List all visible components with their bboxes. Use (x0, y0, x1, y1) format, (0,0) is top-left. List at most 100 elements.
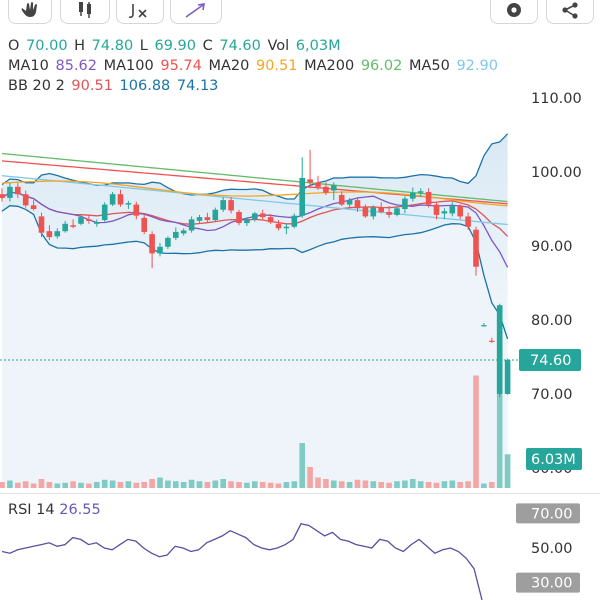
candle (378, 202, 384, 214)
candle-body (267, 217, 274, 223)
volume-bar (331, 480, 337, 488)
volume-bar (38, 479, 45, 488)
volume-bar (307, 467, 313, 488)
drawing-tools-icon (185, 3, 205, 18)
high-label: H (74, 38, 86, 54)
candle (86, 214, 92, 224)
candle-body (457, 206, 463, 217)
candle-body (402, 198, 408, 209)
volume-bar (228, 481, 234, 488)
volume-bar (149, 479, 155, 488)
volume-bar (457, 482, 463, 488)
candle (417, 188, 424, 198)
volume-bar (425, 482, 432, 488)
candle (70, 219, 76, 229)
candle-body (165, 237, 171, 247)
ohlc-legend: O 70.00 H 74.80 L 69.90 C 74.60 Vol 6,03… (8, 36, 343, 56)
volume-bar (54, 483, 61, 488)
candle (62, 220, 68, 233)
candle (244, 217, 250, 227)
bb-label: BB 20 2 (8, 78, 65, 94)
candle-body (386, 211, 392, 215)
candle (299, 157, 305, 218)
volume-bar (165, 480, 171, 488)
open-label: O (8, 38, 20, 54)
candle-body (125, 203, 132, 205)
volume-bar (496, 308, 503, 488)
candle-body (504, 359, 511, 394)
candle (259, 209, 266, 220)
candle-body (220, 200, 226, 210)
candle (441, 208, 448, 220)
candle (465, 212, 471, 230)
indicator-fx-button[interactable] (116, 0, 164, 24)
close-label: C (202, 38, 213, 54)
volume-bar (346, 482, 353, 488)
volume-bar (473, 375, 479, 488)
candle-body (299, 177, 305, 216)
volume-bar (70, 481, 76, 488)
candle-body (7, 186, 13, 198)
drawing-tools-button[interactable] (170, 0, 222, 24)
ma20-line (1, 180, 508, 207)
share-icon (562, 2, 578, 19)
candle (362, 204, 369, 218)
high-value: 74.80 (91, 38, 134, 54)
candle-type-icon (79, 2, 91, 18)
rsi-level-badge (516, 503, 580, 524)
candle-body (378, 207, 384, 212)
candle-body (141, 217, 147, 232)
candle-body (323, 186, 329, 193)
price-tick-label: 100.00 (531, 165, 582, 181)
settings-button[interactable] (490, 0, 538, 24)
candle (220, 197, 226, 212)
ma100-label: MA100 (103, 58, 154, 74)
candle-body (212, 209, 219, 221)
volume-bar (441, 481, 448, 488)
candle-body (117, 194, 124, 205)
volume-bar (275, 483, 282, 488)
candle-body (425, 191, 432, 205)
candle (338, 191, 345, 207)
candle-type-button[interactable] (60, 0, 110, 24)
candle (141, 214, 147, 235)
volume-bar (62, 482, 68, 488)
rsi-tick-label: 70.00 (531, 506, 573, 522)
volume-bar (212, 480, 219, 488)
rsi-chart[interactable]: 70.00 50.00 30.00 (0, 493, 600, 600)
volume-bar (180, 482, 187, 488)
volume-bar (291, 481, 298, 488)
draw-hand-button[interactable] (8, 0, 52, 24)
bb-upper-value: 106.88 (119, 78, 171, 94)
volume-bar (465, 481, 471, 488)
price-tick-label: 90.00 (531, 239, 573, 255)
candle (109, 191, 116, 207)
candle-body (204, 217, 211, 221)
volume-badge-label: 6.03M (531, 452, 576, 468)
volume-badge (526, 448, 582, 470)
candle-body (228, 200, 234, 211)
candle-body (46, 231, 53, 238)
candle (323, 182, 329, 195)
volume-bar (338, 481, 345, 488)
bb-middle-value: 90.51 (71, 78, 113, 94)
volume-bar (101, 479, 108, 488)
volume-bar (402, 480, 408, 488)
candle-body (78, 217, 84, 224)
volume-bar (7, 480, 13, 488)
volume-bar (362, 480, 369, 488)
volume-bar (489, 482, 495, 488)
rsi-value: 26.55 (59, 502, 101, 518)
ma20-value: 90.51 (255, 58, 298, 74)
candle (15, 183, 21, 198)
candle (449, 201, 456, 217)
volume-bar (204, 482, 211, 488)
candle (354, 197, 361, 212)
candle-body (86, 219, 92, 221)
candle (252, 211, 258, 222)
volume-bar (417, 481, 424, 488)
share-button[interactable] (546, 0, 594, 24)
candle-body (441, 211, 448, 214)
candle-body (0, 194, 5, 198)
